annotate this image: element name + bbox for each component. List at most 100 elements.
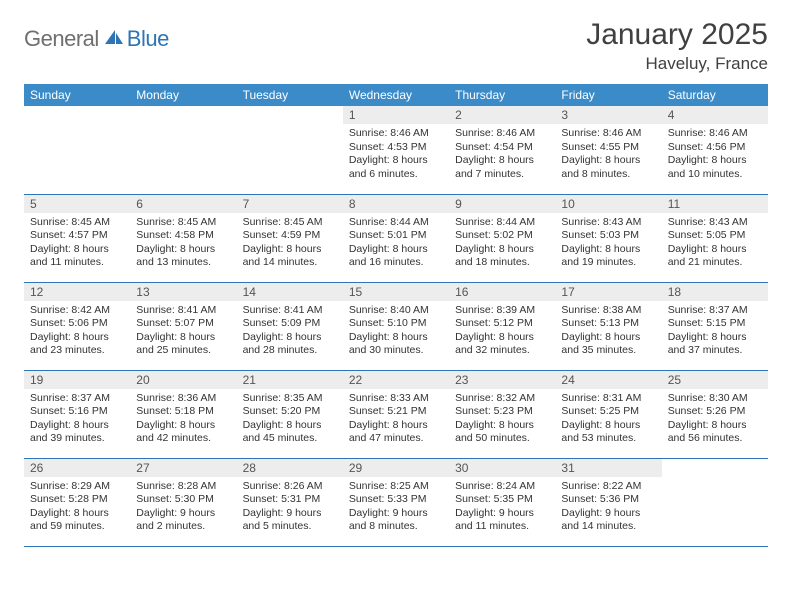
day-detail: [237, 124, 343, 131]
logo-text-general: General: [24, 26, 99, 52]
day-detail: Sunrise: 8:38 AMSunset: 5:13 PMDaylight:…: [555, 301, 661, 363]
daylight-text: Daylight: 8 hours and 16 minutes.: [349, 243, 443, 270]
sunrise-text: Sunrise: 8:45 AM: [243, 216, 337, 230]
logo-text-blue: Blue: [127, 26, 169, 52]
day-detail: Sunrise: 8:46 AMSunset: 4:54 PMDaylight:…: [449, 124, 555, 186]
day-number: 27: [130, 459, 236, 477]
calendar-cell: 25Sunrise: 8:30 AMSunset: 5:26 PMDayligh…: [662, 370, 768, 458]
day-number: 8: [343, 195, 449, 213]
calendar-head: Sunday Monday Tuesday Wednesday Thursday…: [24, 84, 768, 106]
daylight-text: Daylight: 8 hours and 14 minutes.: [243, 243, 337, 270]
day-detail: Sunrise: 8:22 AMSunset: 5:36 PMDaylight:…: [555, 477, 661, 539]
daylight-text: Daylight: 8 hours and 10 minutes.: [668, 154, 762, 181]
sunrise-text: Sunrise: 8:44 AM: [455, 216, 549, 230]
sunset-text: Sunset: 5:23 PM: [455, 405, 549, 419]
sunset-text: Sunset: 4:55 PM: [561, 141, 655, 155]
calendar-cell: 11Sunrise: 8:43 AMSunset: 5:05 PMDayligh…: [662, 194, 768, 282]
calendar-cell: 6Sunrise: 8:45 AMSunset: 4:58 PMDaylight…: [130, 194, 236, 282]
daylight-text: Daylight: 8 hours and 37 minutes.: [668, 331, 762, 358]
sunset-text: Sunset: 5:28 PM: [30, 493, 124, 507]
calendar-cell: 4Sunrise: 8:46 AMSunset: 4:56 PMDaylight…: [662, 106, 768, 194]
daylight-text: Daylight: 8 hours and 21 minutes.: [668, 243, 762, 270]
daylight-text: Daylight: 8 hours and 59 minutes.: [30, 507, 124, 534]
sunrise-text: Sunrise: 8:32 AM: [455, 392, 549, 406]
day-number: 30: [449, 459, 555, 477]
day-detail: Sunrise: 8:29 AMSunset: 5:28 PMDaylight:…: [24, 477, 130, 539]
sunset-text: Sunset: 5:30 PM: [136, 493, 230, 507]
sunset-text: Sunset: 5:10 PM: [349, 317, 443, 331]
sunrise-text: Sunrise: 8:37 AM: [668, 304, 762, 318]
day-detail: Sunrise: 8:40 AMSunset: 5:10 PMDaylight:…: [343, 301, 449, 363]
day-number: 3: [555, 106, 661, 124]
daylight-text: Daylight: 8 hours and 23 minutes.: [30, 331, 124, 358]
daylight-text: Daylight: 9 hours and 8 minutes.: [349, 507, 443, 534]
sunset-text: Sunset: 5:26 PM: [668, 405, 762, 419]
sunrise-text: Sunrise: 8:36 AM: [136, 392, 230, 406]
sunrise-text: Sunrise: 8:30 AM: [668, 392, 762, 406]
day-number: 7: [237, 195, 343, 213]
day-detail: Sunrise: 8:43 AMSunset: 5:05 PMDaylight:…: [662, 213, 768, 275]
sunset-text: Sunset: 5:16 PM: [30, 405, 124, 419]
calendar-cell: [130, 106, 236, 194]
sunrise-text: Sunrise: 8:37 AM: [30, 392, 124, 406]
calendar-cell: 3Sunrise: 8:46 AMSunset: 4:55 PMDaylight…: [555, 106, 661, 194]
sunset-text: Sunset: 5:35 PM: [455, 493, 549, 507]
calendar-cell: 23Sunrise: 8:32 AMSunset: 5:23 PMDayligh…: [449, 370, 555, 458]
sunset-text: Sunset: 5:01 PM: [349, 229, 443, 243]
sunset-text: Sunset: 5:20 PM: [243, 405, 337, 419]
day-detail: [130, 124, 236, 131]
day-detail: Sunrise: 8:30 AMSunset: 5:26 PMDaylight:…: [662, 389, 768, 451]
sunset-text: Sunset: 5:02 PM: [455, 229, 549, 243]
daylight-text: Daylight: 8 hours and 47 minutes.: [349, 419, 443, 446]
calendar-row: 26Sunrise: 8:29 AMSunset: 5:28 PMDayligh…: [24, 458, 768, 546]
sunrise-text: Sunrise: 8:22 AM: [561, 480, 655, 494]
sunrise-text: Sunrise: 8:46 AM: [668, 127, 762, 141]
day-detail: Sunrise: 8:45 AMSunset: 4:58 PMDaylight:…: [130, 213, 236, 275]
day-detail: Sunrise: 8:39 AMSunset: 5:12 PMDaylight:…: [449, 301, 555, 363]
calendar-row: 1Sunrise: 8:46 AMSunset: 4:53 PMDaylight…: [24, 106, 768, 194]
daylight-text: Daylight: 8 hours and 39 minutes.: [30, 419, 124, 446]
daylight-text: Daylight: 8 hours and 19 minutes.: [561, 243, 655, 270]
day-number: 11: [662, 195, 768, 213]
daylight-text: Daylight: 8 hours and 50 minutes.: [455, 419, 549, 446]
daylight-text: Daylight: 8 hours and 11 minutes.: [30, 243, 124, 270]
sunset-text: Sunset: 4:58 PM: [136, 229, 230, 243]
day-detail: Sunrise: 8:44 AMSunset: 5:01 PMDaylight:…: [343, 213, 449, 275]
sunset-text: Sunset: 5:33 PM: [349, 493, 443, 507]
day-detail: Sunrise: 8:35 AMSunset: 5:20 PMDaylight:…: [237, 389, 343, 451]
day-number: 1: [343, 106, 449, 124]
calendar-cell: [237, 106, 343, 194]
sunrise-text: Sunrise: 8:42 AM: [30, 304, 124, 318]
calendar-cell: 19Sunrise: 8:37 AMSunset: 5:16 PMDayligh…: [24, 370, 130, 458]
sunset-text: Sunset: 4:59 PM: [243, 229, 337, 243]
daylight-text: Daylight: 9 hours and 11 minutes.: [455, 507, 549, 534]
day-detail: Sunrise: 8:46 AMSunset: 4:56 PMDaylight:…: [662, 124, 768, 186]
sunrise-text: Sunrise: 8:40 AM: [349, 304, 443, 318]
sunset-text: Sunset: 5:03 PM: [561, 229, 655, 243]
day-number: 18: [662, 283, 768, 301]
sunrise-text: Sunrise: 8:25 AM: [349, 480, 443, 494]
calendar-cell: 21Sunrise: 8:35 AMSunset: 5:20 PMDayligh…: [237, 370, 343, 458]
day-number: 12: [24, 283, 130, 301]
day-number: 25: [662, 371, 768, 389]
calendar-cell: [662, 458, 768, 546]
location-label: Haveluy, France: [586, 54, 768, 74]
daylight-text: Daylight: 8 hours and 56 minutes.: [668, 419, 762, 446]
day-number: 10: [555, 195, 661, 213]
weekday-header: Sunday: [24, 84, 130, 106]
weekday-header: Wednesday: [343, 84, 449, 106]
logo-sail-icon: [103, 28, 125, 51]
calendar-cell: 20Sunrise: 8:36 AMSunset: 5:18 PMDayligh…: [130, 370, 236, 458]
sunset-text: Sunset: 5:06 PM: [30, 317, 124, 331]
day-number: 21: [237, 371, 343, 389]
calendar-cell: 28Sunrise: 8:26 AMSunset: 5:31 PMDayligh…: [237, 458, 343, 546]
day-number: 6: [130, 195, 236, 213]
title-block: January 2025 Haveluy, France: [586, 18, 768, 74]
daylight-text: Daylight: 8 hours and 25 minutes.: [136, 331, 230, 358]
sunset-text: Sunset: 5:07 PM: [136, 317, 230, 331]
calendar-cell: 10Sunrise: 8:43 AMSunset: 5:03 PMDayligh…: [555, 194, 661, 282]
calendar-row: 5Sunrise: 8:45 AMSunset: 4:57 PMDaylight…: [24, 194, 768, 282]
calendar-cell: 2Sunrise: 8:46 AMSunset: 4:54 PMDaylight…: [449, 106, 555, 194]
calendar-row: 19Sunrise: 8:37 AMSunset: 5:16 PMDayligh…: [24, 370, 768, 458]
daylight-text: Daylight: 8 hours and 32 minutes.: [455, 331, 549, 358]
